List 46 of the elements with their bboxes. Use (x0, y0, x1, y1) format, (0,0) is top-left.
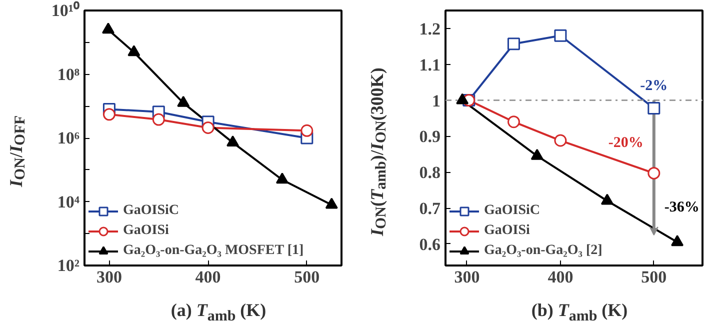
annotation: -2% (640, 78, 668, 94)
legend-label: Ga₂O₃-on-Ga₂O₃ [2] (484, 243, 602, 259)
x-axis-title: (b) T$_{amb}$ (K) (531, 299, 628, 325)
point (456, 93, 469, 104)
annotation: -20% (608, 135, 644, 152)
legend-label: GaOISi (123, 223, 169, 239)
x-tick-label: 400 (195, 268, 221, 286)
legend-label: GaOISiC (123, 203, 180, 219)
point (300, 124, 314, 137)
y-tick-label: 10⁶ (57, 128, 80, 148)
point (507, 38, 520, 50)
y-tick-label: 0.6 (419, 234, 440, 254)
point (507, 116, 520, 128)
legend-label: GaOISiC (484, 203, 540, 219)
y-tick-label: 0.9 (419, 127, 440, 146)
legend-label: Ga₂O₃-on-Ga₂O₃ MOSFET [1] (123, 243, 304, 259)
point (128, 45, 140, 56)
point (202, 121, 214, 134)
y-tick-label: 1 (432, 91, 440, 110)
y-tick-label: 0.8 (419, 163, 440, 182)
x-tick-label: 500 (294, 268, 320, 286)
x-tick-label: 300 (96, 268, 122, 286)
point (177, 96, 190, 107)
point (648, 102, 660, 114)
point (152, 113, 165, 126)
y-tick-label: 10⁴ (57, 192, 80, 212)
x-axis-title: (a) T$_{amb}$ (K) (170, 299, 266, 325)
point (102, 108, 116, 121)
y-tick-label: 0.7 (419, 199, 441, 218)
point (600, 194, 614, 205)
point (530, 148, 544, 160)
y-tick-label: 10¹⁰ (51, 1, 80, 20)
point (102, 22, 114, 34)
y-tick-label: 10⁸ (57, 64, 80, 84)
point (671, 235, 684, 246)
annotation: -36% (664, 200, 700, 216)
y-tick-label: 1.1 (419, 55, 440, 74)
x-tick-label: 400 (548, 268, 574, 286)
point (554, 134, 567, 147)
x-tick-label: 300 (454, 268, 480, 286)
point (648, 166, 660, 180)
legend-label: GaOISi (484, 223, 530, 239)
x-tick-label: 500 (641, 268, 667, 286)
y-tick-label: 10² (57, 256, 80, 275)
point (554, 29, 567, 42)
y-tick-label: 1.2 (419, 19, 440, 38)
